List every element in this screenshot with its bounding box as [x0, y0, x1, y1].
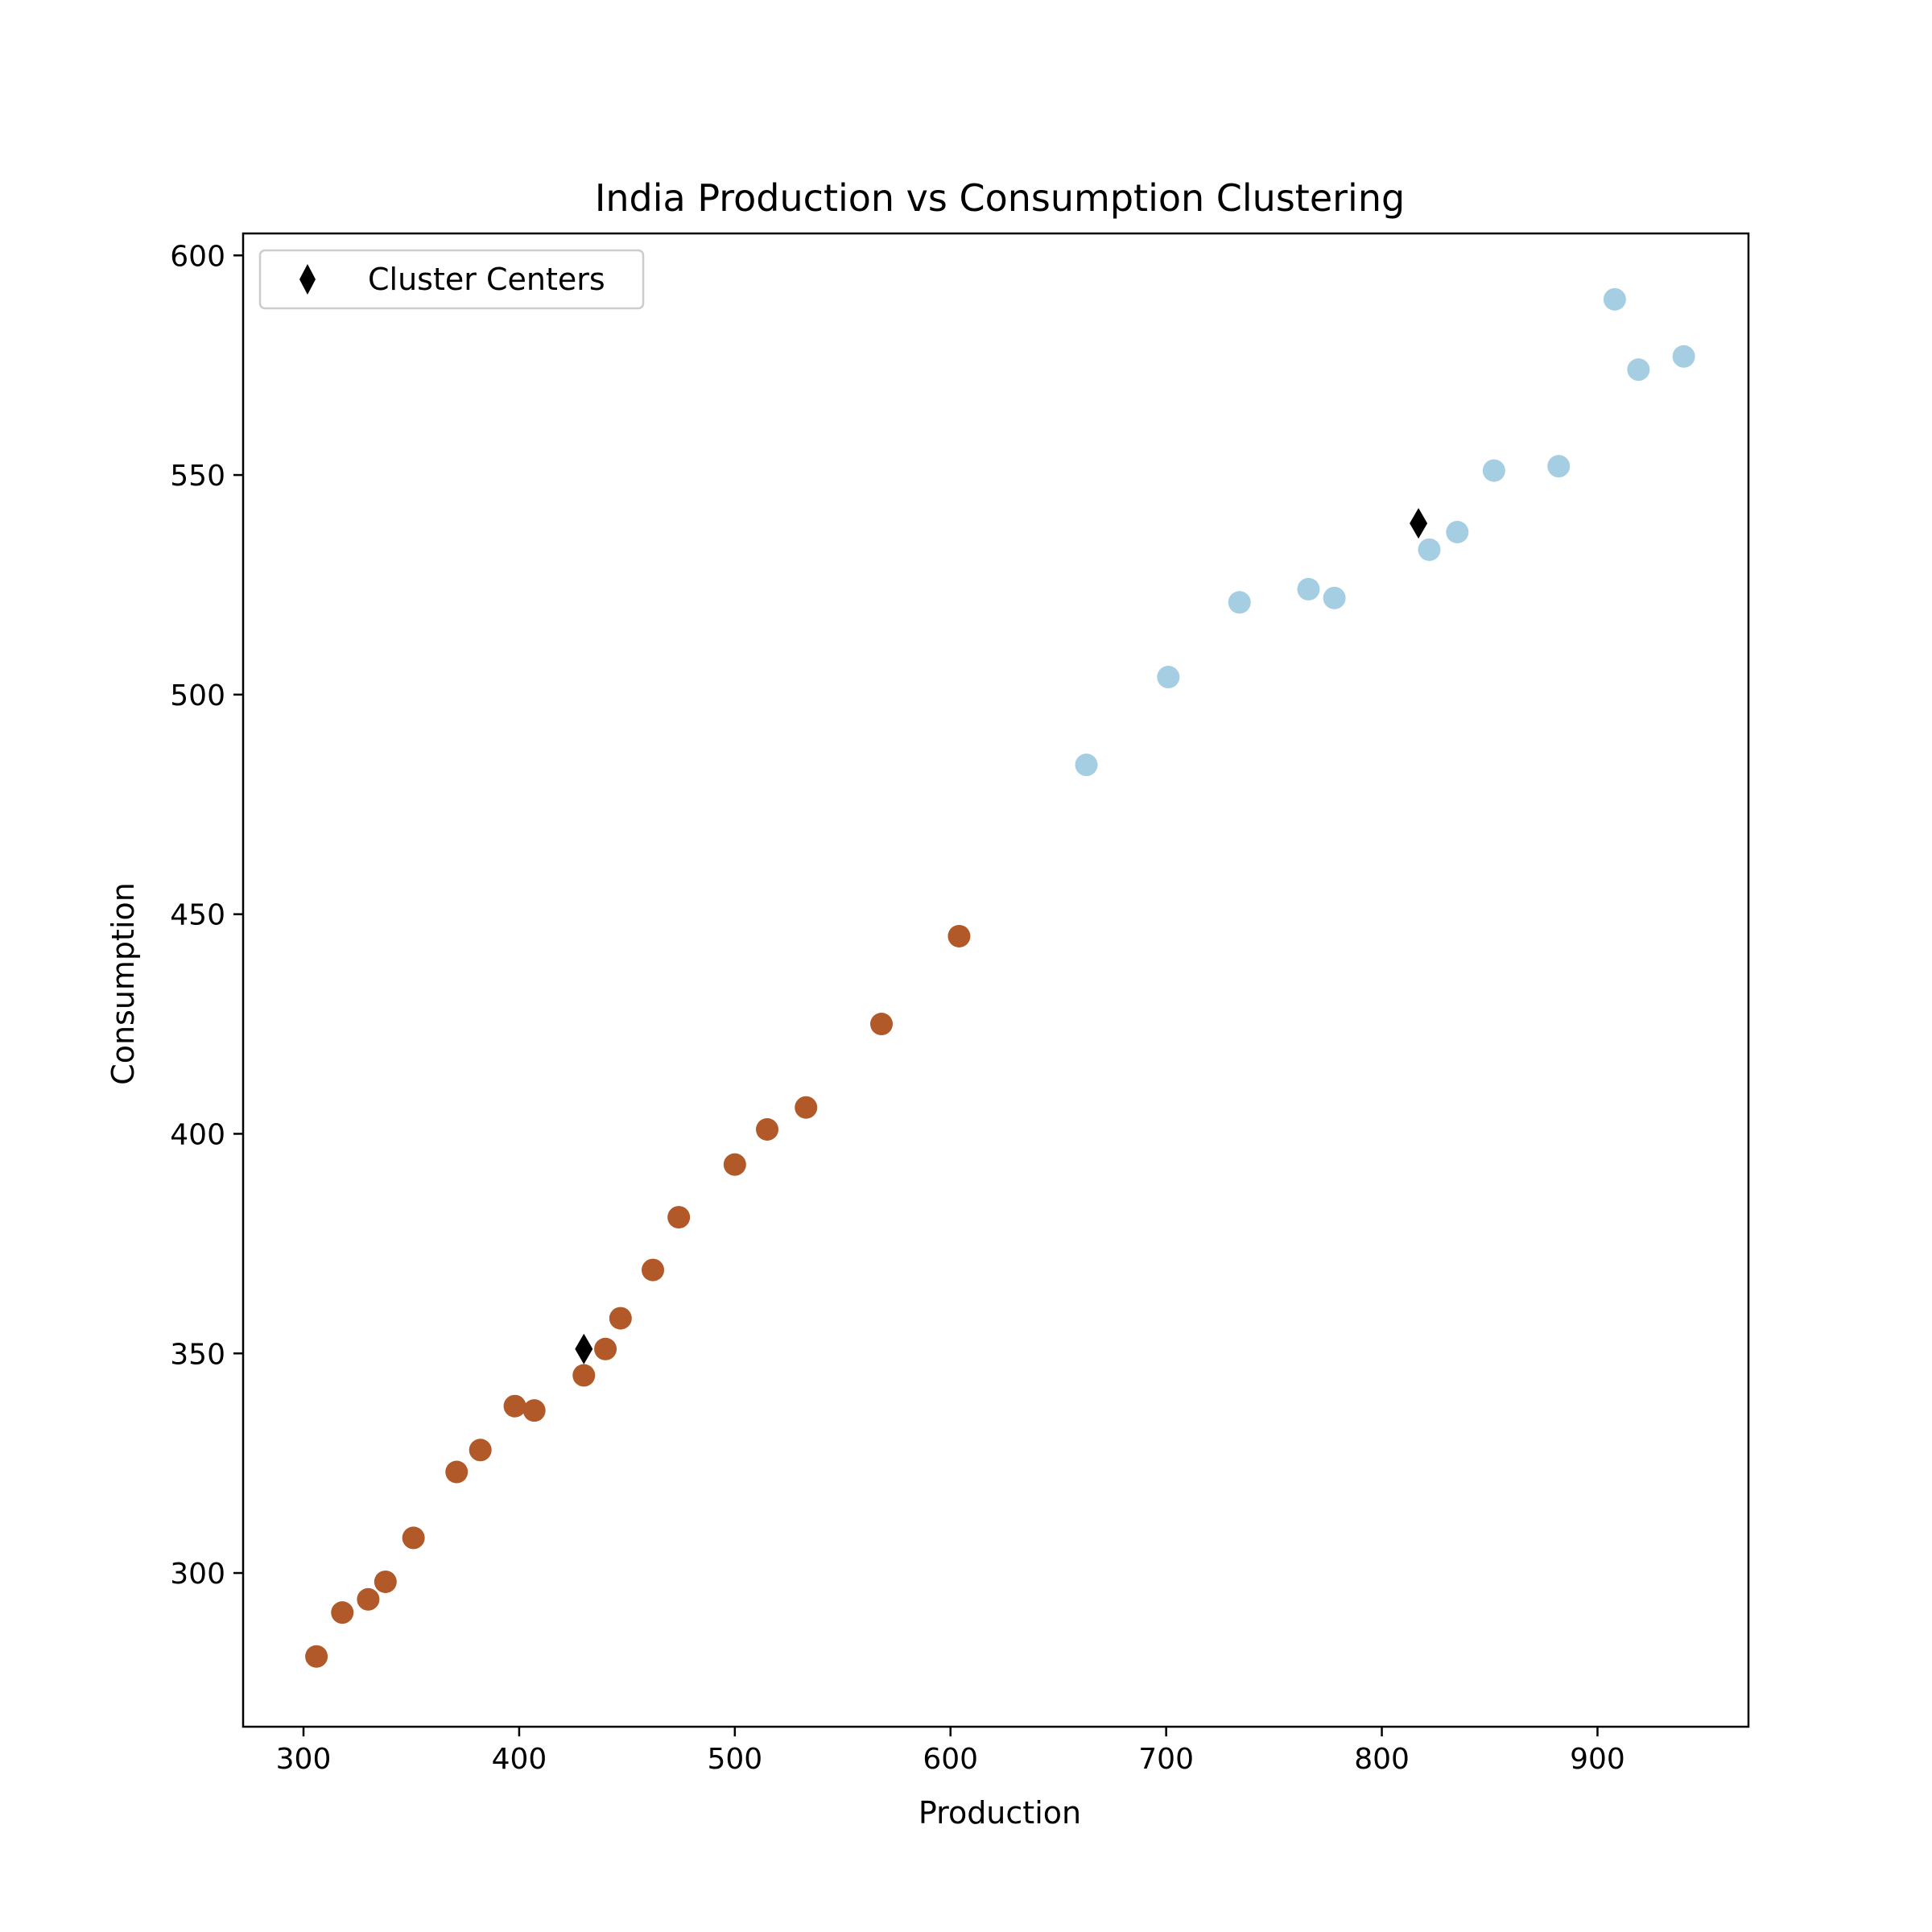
data-point: [572, 1364, 596, 1387]
legend: Cluster Centers: [258, 249, 645, 310]
y-axis-label: Consumption: [105, 882, 141, 1085]
data-point: [1603, 287, 1626, 311]
legend-entry-cluster-centers: Cluster Centers: [368, 262, 605, 297]
data-point: [1627, 358, 1650, 382]
data-point: [305, 1645, 328, 1668]
data-point: [445, 1460, 469, 1484]
x-tick-label: 600: [923, 1743, 978, 1776]
data-point: [1323, 586, 1346, 609]
data-point: [402, 1526, 425, 1550]
chart-title: India Production vs Consumption Clusteri…: [595, 176, 1405, 220]
data-point: [667, 1206, 691, 1229]
data-point: [469, 1439, 492, 1462]
x-axis-ticks: 300 400 500 600 700 800 900: [276, 1727, 1625, 1776]
data-point: [756, 1118, 779, 1141]
y-tick-label: 350: [170, 1338, 225, 1371]
data-point: [1418, 538, 1441, 561]
y-tick-label: 300: [170, 1558, 225, 1591]
y-axis-ticks: 300 350 400 450 500 550 600: [170, 240, 243, 1591]
data-point: [374, 1570, 397, 1593]
data-point: [1482, 459, 1505, 482]
y-tick-label: 400: [170, 1118, 225, 1151]
data-point: [594, 1337, 617, 1360]
legend-box: [258, 249, 645, 310]
y-tick-label: 550: [170, 460, 225, 493]
data-point: [522, 1399, 546, 1422]
y-tick-label: 500: [170, 679, 225, 712]
cluster-center-point: [575, 1333, 593, 1364]
x-tick-label: 800: [1354, 1743, 1410, 1776]
data-point: [503, 1394, 526, 1418]
x-tick-label: 500: [707, 1743, 762, 1776]
data-point: [947, 924, 971, 947]
data-point: [642, 1258, 665, 1282]
y-tick-label: 600: [170, 240, 225, 273]
data-point: [723, 1153, 746, 1176]
x-axis-label: Production: [919, 1795, 1081, 1831]
data-point: [1297, 577, 1320, 601]
points-layer: [305, 287, 1695, 1668]
data-point: [1228, 591, 1251, 614]
data-point: [609, 1307, 632, 1330]
data-point: [1446, 521, 1469, 543]
data-point: [1157, 666, 1180, 689]
data-point: [1672, 345, 1695, 368]
cluster-center-point: [1410, 508, 1428, 539]
data-point: [795, 1096, 818, 1119]
legend-diamond-icon: [299, 264, 316, 295]
x-tick-label: 300: [276, 1743, 332, 1776]
plot-area-frame: [242, 232, 1750, 1728]
data-point: [1547, 455, 1571, 478]
data-point: [870, 1013, 894, 1036]
x-tick-label: 400: [492, 1743, 547, 1776]
y-tick-label: 450: [170, 899, 225, 932]
x-tick-label: 700: [1138, 1743, 1194, 1776]
data-point: [331, 1601, 354, 1624]
data-point: [1075, 753, 1098, 777]
data-point: [357, 1587, 380, 1611]
x-tick-label: 900: [1570, 1743, 1625, 1776]
